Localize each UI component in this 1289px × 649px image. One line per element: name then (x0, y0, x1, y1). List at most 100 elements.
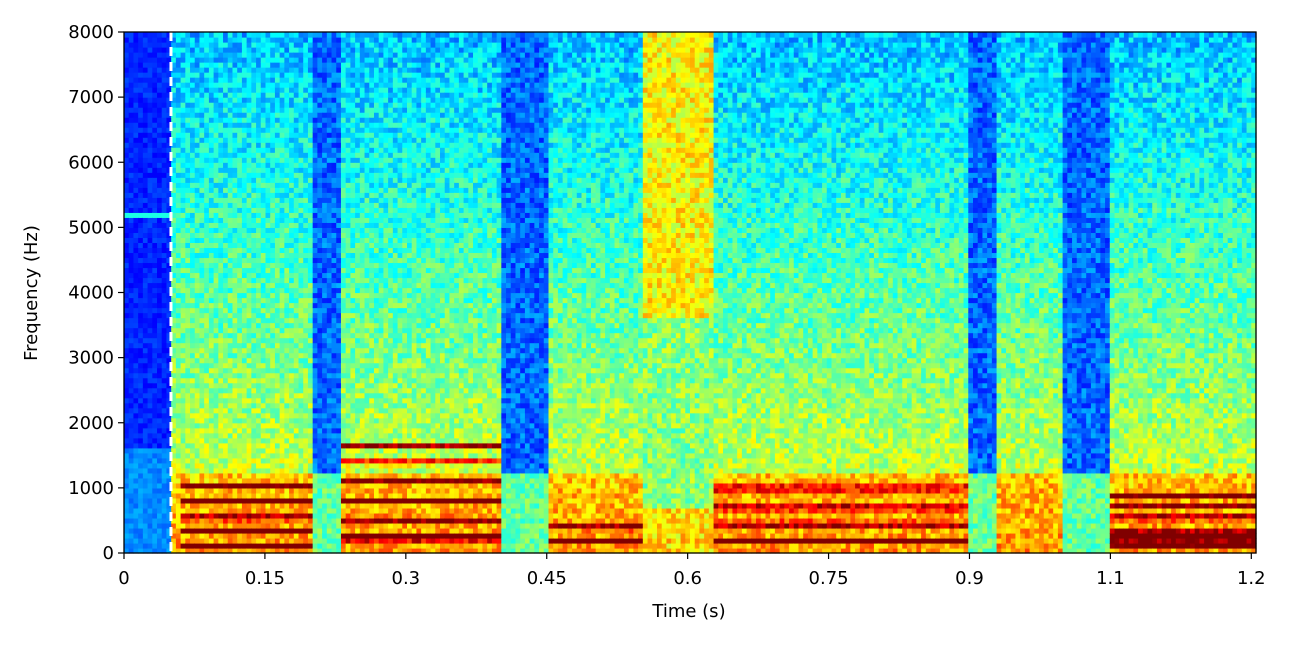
heatmap-cell (180, 112, 186, 118)
heatmap-cell (246, 532, 252, 539)
heatmap-cell (336, 182, 342, 188)
heatmap-cell (289, 82, 295, 88)
heatmap-cell (237, 407, 243, 414)
heatmap-cell (199, 392, 205, 399)
heatmap-cell (124, 242, 130, 249)
heatmap-cell (218, 237, 224, 243)
heatmap-cell (284, 412, 290, 419)
heatmap-cell (293, 477, 300, 484)
heatmap-cell (190, 327, 196, 334)
heatmap-cell (345, 437, 351, 444)
heatmap-cell (331, 312, 337, 319)
heatmap-cell (303, 437, 309, 444)
heatmap-cell (246, 432, 252, 439)
heatmap-cell (251, 252, 257, 259)
heatmap-cell (289, 357, 295, 364)
heatmap-cell (175, 477, 182, 484)
heatmap-cell (204, 307, 210, 314)
heatmap-cell (317, 172, 323, 178)
heatmap-cell (251, 512, 257, 519)
heatmap-cell (331, 247, 337, 254)
heatmap-cell (336, 372, 342, 379)
heatmap-cell (180, 477, 186, 484)
heatmap-cell (208, 287, 215, 294)
heatmap-cell (199, 387, 205, 394)
heatmap-cell (336, 412, 342, 419)
heatmap-cell (147, 32, 153, 38)
heatmap-cell (303, 72, 309, 78)
heatmap-cell (322, 212, 328, 218)
heatmap-cell (317, 222, 323, 228)
heatmap-cell (147, 192, 153, 198)
heatmap-cell (161, 302, 168, 309)
heatmap-cell (138, 232, 144, 238)
heatmap-cell (307, 112, 314, 118)
heatmap-cell (322, 97, 328, 103)
heatmap-cell (124, 522, 130, 529)
heatmap-cell (199, 212, 205, 218)
heatmap-cell (331, 457, 337, 464)
heatmap-cell (133, 107, 139, 113)
heatmap-cell (260, 92, 267, 98)
heatmap-cell (161, 62, 168, 68)
heatmap-cell (166, 487, 172, 494)
heatmap-cell (345, 92, 351, 98)
heatmap-cell (322, 367, 328, 374)
heatmap-cell (171, 72, 177, 78)
heatmap-cell (317, 432, 323, 439)
heatmap-cell (133, 172, 139, 178)
heatmap-cell (147, 282, 153, 289)
heatmap-cell (175, 237, 182, 243)
heatmap-cell (256, 297, 262, 304)
heatmap-cell (298, 297, 304, 304)
heatmap-cell (147, 547, 153, 554)
heatmap-cell (199, 87, 205, 93)
heatmap-cell (284, 82, 290, 88)
heatmap-cell (147, 387, 153, 394)
heatmap-cell (180, 327, 186, 334)
heatmap-cell (133, 157, 139, 163)
heatmap-cell (223, 307, 229, 314)
heatmap-cell (161, 57, 168, 63)
heatmap-cell (204, 417, 210, 424)
heatmap-cell (138, 37, 144, 43)
heatmap-cell (133, 307, 139, 314)
heatmap-cell (279, 252, 285, 259)
heatmap-cell (152, 267, 158, 274)
heatmap-cell (251, 437, 257, 444)
heatmap-cell (124, 162, 130, 168)
heatmap-cell (175, 52, 182, 58)
heatmap-cell (241, 527, 248, 534)
heatmap-cell (251, 422, 257, 429)
heatmap-cell (279, 182, 285, 188)
heatmap-cell (289, 352, 295, 359)
heatmap-cell (345, 367, 351, 374)
heatmap-cell (171, 402, 177, 409)
heatmap-cell (293, 277, 300, 284)
heatmap-cell (265, 92, 271, 98)
heatmap-cell (326, 207, 333, 213)
heatmap-cell (185, 462, 191, 469)
heatmap-cell (307, 337, 314, 344)
heatmap-cell (293, 507, 300, 514)
heatmap-cell (185, 547, 191, 554)
heatmap-cell (175, 287, 182, 294)
heatmap-cell (274, 272, 281, 279)
heatmap-cell (331, 52, 337, 58)
heatmap-cell (180, 82, 186, 88)
heatmap-cell (298, 62, 304, 68)
heatmap-cell (260, 537, 267, 544)
heatmap-cell (166, 402, 172, 409)
heatmap-cell (293, 217, 300, 223)
heatmap-cell (336, 462, 342, 469)
heatmap-cell (284, 422, 290, 429)
heatmap-cell (218, 267, 224, 274)
heatmap-cell (312, 272, 318, 279)
heatmap-cell (340, 322, 347, 329)
heatmap-cell (166, 277, 172, 284)
heatmap-cell (232, 182, 238, 188)
heatmap-cell (166, 477, 172, 484)
heatmap-cell (303, 477, 309, 484)
heatmap-cell (307, 107, 314, 113)
heatmap-cell (227, 252, 234, 259)
